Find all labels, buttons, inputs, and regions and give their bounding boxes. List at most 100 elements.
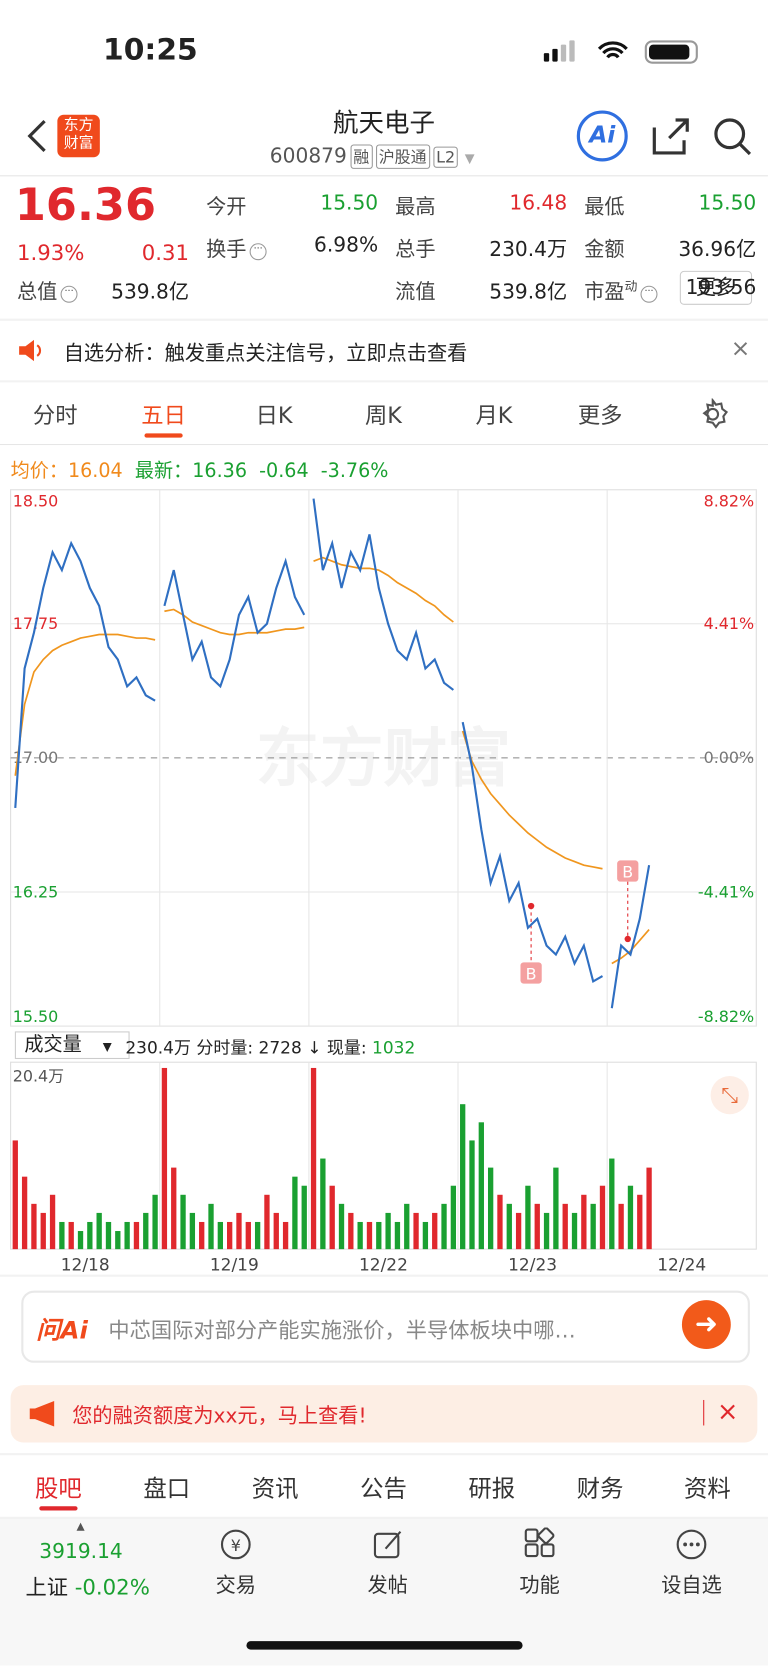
watermark: 东方财富: [256, 723, 511, 797]
period-tab[interactable]: 月K: [475, 402, 513, 429]
period-tab[interactable]: 周K: [364, 402, 402, 429]
volume-bar: [21, 1176, 28, 1250]
volume-bar: [199, 1221, 205, 1250]
header-icons: [652, 118, 752, 156]
change: 0.31: [141, 240, 190, 266]
info-tab[interactable]: 研报: [468, 1476, 516, 1504]
info-tab[interactable]: 股吧: [35, 1476, 82, 1504]
price-line: [163, 557, 306, 689]
volume-bar: [180, 1194, 186, 1250]
volume-bar: [562, 1203, 568, 1250]
info-icon: ···: [249, 243, 267, 261]
volume-info: 230.4万 分时量: 2728 ↓ 现量: 1032: [125, 1034, 415, 1059]
tab-underline: [144, 433, 183, 438]
logo-text: 东方: [63, 116, 94, 134]
volume-bar: [543, 1212, 550, 1250]
banner[interactable]: [10, 1385, 758, 1443]
period-tab[interactable]: 分时: [32, 402, 78, 429]
settings-icon[interactable]: [697, 398, 729, 430]
selector-text: 成交量: [24, 1033, 82, 1056]
stat-label: 最高: [395, 191, 435, 220]
volume-bar: [404, 1203, 410, 1250]
volume-bar: [208, 1203, 214, 1250]
volume-bar: [171, 1167, 177, 1250]
info-icon: ···: [640, 285, 658, 303]
stock-code-row: 600879 融沪股通 L2 ▼: [269, 144, 475, 169]
back-button[interactable]: [21, 115, 53, 157]
period-tab[interactable]: 五日: [141, 402, 186, 429]
volume-selector[interactable]: 成交量 ▼: [14, 1031, 130, 1060]
period-tab[interactable]: 更多: [577, 402, 623, 429]
latest-label: 最新：: [134, 459, 193, 483]
info-tab[interactable]: 资讯: [251, 1476, 299, 1504]
stat-label-text: 最低: [584, 195, 625, 219]
nav-label[interactable]: 设自选: [661, 1574, 722, 1598]
volume-bar: [124, 1221, 130, 1250]
x-tick-label: 12/18: [61, 1255, 110, 1275]
logo-text: 财富: [63, 134, 94, 152]
alert-close[interactable]: ×: [730, 335, 751, 363]
volume-bar: [385, 1212, 391, 1250]
ask-ai-send[interactable]: ➜: [681, 1300, 731, 1349]
volume-bar: [301, 1185, 307, 1250]
stat-value: 230.4万: [489, 237, 568, 262]
stat-value: 539.8亿: [111, 280, 190, 304]
nav-label[interactable]: 发帖: [367, 1574, 408, 1598]
volume-bar: [432, 1212, 438, 1250]
index-row[interactable]: 上证 -0.02%: [25, 1570, 149, 1601]
index-value[interactable]: 3919.14: [39, 1540, 123, 1564]
marker-text: B: [526, 964, 537, 983]
volume-bar: [282, 1221, 289, 1250]
info-tab[interactable]: 盘口: [143, 1476, 191, 1504]
status-icons: [543, 40, 698, 64]
stock-code: 600879: [269, 144, 347, 168]
y-tick-label: 18.50: [13, 492, 59, 511]
volume-bar: [143, 1212, 149, 1250]
pct-tick-label: -8.82%: [698, 1007, 754, 1026]
volume-bar: [12, 1140, 18, 1250]
stat-value: 15.50: [320, 191, 379, 215]
info-icon: ···: [60, 285, 78, 303]
expand-button[interactable]: ⤡: [710, 1076, 749, 1115]
banner-close[interactable]: ×: [716, 1396, 739, 1427]
x-tick-label: 12/24: [657, 1255, 706, 1275]
volume-bar: [40, 1212, 46, 1250]
app-logo[interactable]: 东方 财富: [57, 114, 100, 158]
stat-value: 16.48: [509, 191, 568, 215]
period-tab[interactable]: 日K: [255, 402, 293, 429]
volume-bar: [329, 1185, 335, 1250]
volume-bar: [441, 1203, 447, 1250]
info-tab[interactable]: 资料: [684, 1476, 731, 1504]
volume-bar: [59, 1221, 65, 1250]
y-tick-label: 15.50: [13, 1007, 59, 1026]
volume-bar: [618, 1203, 624, 1250]
stat-label-text: 总手: [395, 237, 436, 262]
nav-icon: [371, 1527, 405, 1561]
volume-bar: [646, 1167, 652, 1250]
stat-label-text: 市盈: [584, 280, 625, 304]
volume-bar: [87, 1221, 93, 1250]
alert-text[interactable]: 自选分析：触发重点关注信号，立即点击查看: [63, 342, 468, 366]
info-tab[interactable]: 公告: [360, 1476, 407, 1504]
home-indicator: [246, 1641, 523, 1650]
volume-bar: [68, 1221, 74, 1250]
nav-label[interactable]: 功能: [519, 1574, 560, 1598]
stat-label-text: 换手: [206, 237, 247, 262]
stock-name: 航天电子: [332, 108, 435, 139]
price-line: [312, 498, 455, 691]
volume-bar: [422, 1221, 429, 1250]
nav-label[interactable]: 交易: [215, 1574, 256, 1598]
info-tab[interactable]: 财务: [576, 1476, 624, 1504]
marker-dot: [527, 902, 535, 910]
stat-label-text: 总值: [16, 280, 58, 304]
stat-label: 市盈动 ···: [584, 276, 658, 305]
more-button[interactable]: 更多: [679, 270, 753, 305]
stat-value: 36.96亿: [678, 237, 757, 262]
avg-line: [313, 556, 454, 623]
ai-button[interactable]: Ai: [576, 110, 628, 162]
volume-frame: [10, 1061, 757, 1250]
volume-bar: [497, 1194, 503, 1250]
ask-ai-box[interactable]: [21, 1290, 750, 1363]
